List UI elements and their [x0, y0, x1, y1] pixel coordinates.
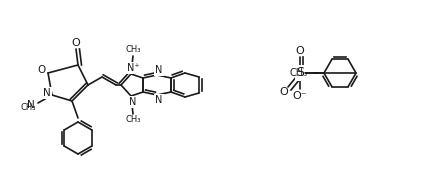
Text: O: O	[280, 87, 289, 97]
Text: O: O	[38, 65, 46, 75]
Text: O: O	[296, 46, 304, 56]
Text: N: N	[155, 95, 163, 105]
Text: CH₃: CH₃	[290, 68, 308, 78]
Text: N: N	[43, 88, 51, 98]
Text: CH₃: CH₃	[125, 115, 141, 124]
Text: N: N	[155, 65, 163, 75]
Text: CH₃: CH₃	[20, 104, 36, 113]
Text: CH₃: CH₃	[125, 46, 141, 55]
Text: N: N	[27, 100, 35, 110]
Text: N: N	[129, 97, 137, 107]
Text: S: S	[296, 66, 304, 79]
Text: O⁻: O⁻	[293, 91, 307, 101]
Text: O: O	[72, 38, 80, 48]
Text: N⁺: N⁺	[127, 63, 139, 73]
